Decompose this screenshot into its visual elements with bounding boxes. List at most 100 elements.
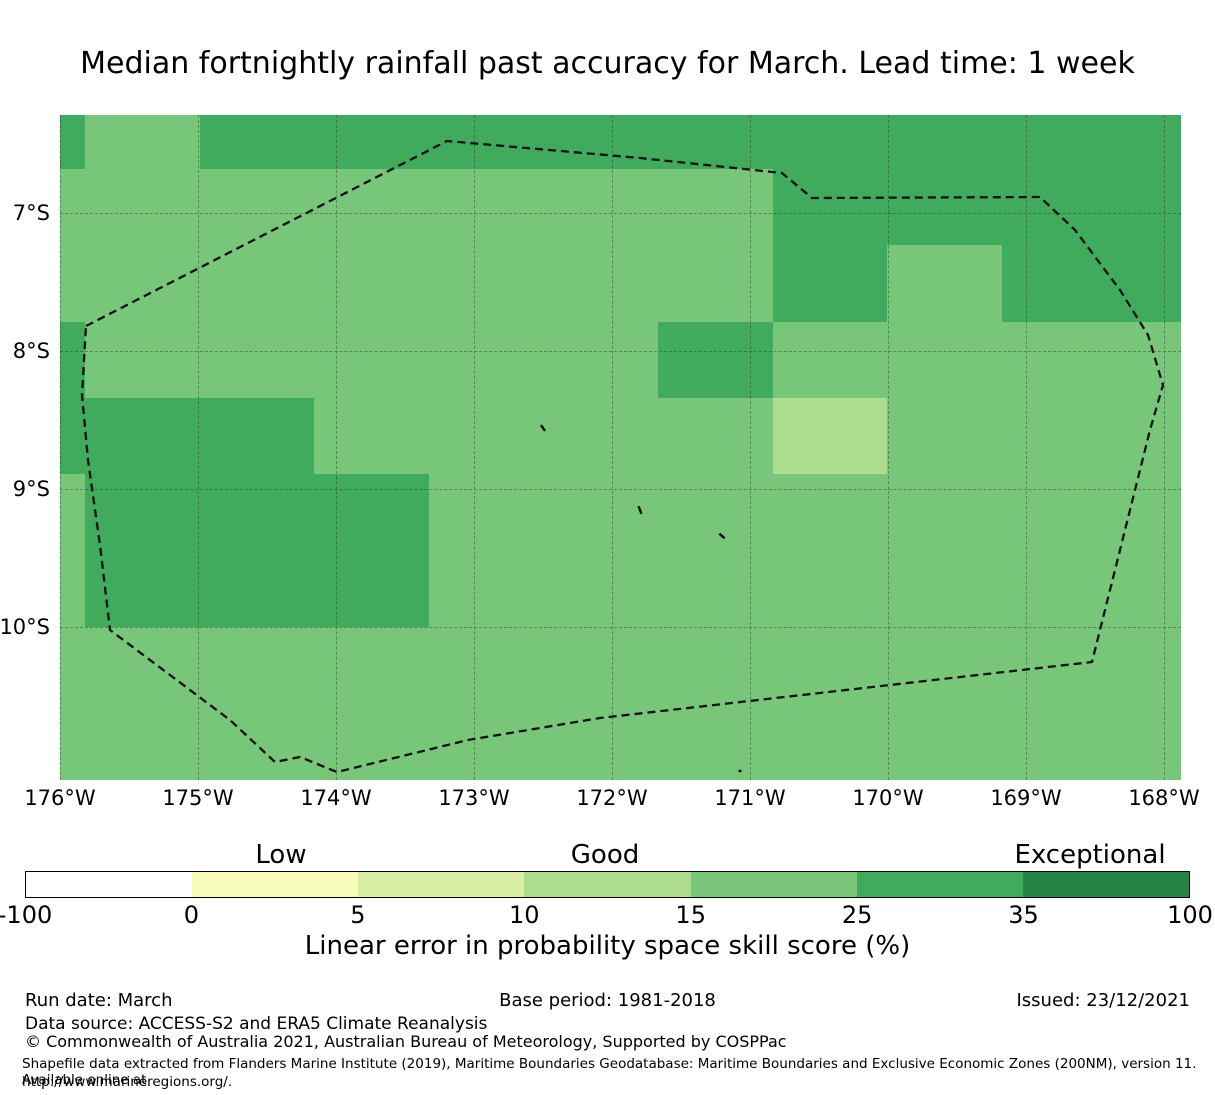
map-cell xyxy=(428,245,544,323)
map-cell xyxy=(1116,245,1182,323)
x-tick-label: 175°W xyxy=(162,786,234,810)
map-cell xyxy=(1116,703,1182,781)
map-cell xyxy=(772,398,888,475)
gridline-horizontal xyxy=(60,627,1181,628)
map-cell xyxy=(60,474,86,552)
gridline-vertical xyxy=(1164,115,1165,780)
map-cell xyxy=(428,321,544,399)
colorbar-tick-label: 10 xyxy=(509,901,540,929)
map-cell xyxy=(658,115,774,170)
map-cell xyxy=(1001,703,1117,781)
gridline-vertical xyxy=(474,115,475,780)
colorbar-segment xyxy=(690,872,857,897)
map-cell xyxy=(199,627,315,705)
x-tick-label: 173°W xyxy=(438,786,510,810)
map-cell xyxy=(658,398,774,475)
map-cell xyxy=(772,627,888,705)
colorbar-tick-label: 35 xyxy=(1008,901,1039,929)
map-cell xyxy=(85,321,201,399)
base-period-text: Base period: 1981-2018 xyxy=(499,990,716,1011)
map-cell xyxy=(428,627,544,705)
map-cell xyxy=(314,245,430,323)
y-tick-label: 10°S xyxy=(0,615,50,639)
shapefile-attribution-line1: Shapefile data extracted from Flanders M… xyxy=(22,1056,1197,1088)
map-cell xyxy=(1001,245,1117,323)
colorbar-tick-label: -100 xyxy=(0,901,53,929)
map-cell xyxy=(543,321,659,399)
map-cell xyxy=(1001,398,1117,475)
map-cell xyxy=(314,168,430,246)
x-tick-label: 169°W xyxy=(990,786,1062,810)
map-cell xyxy=(887,168,1003,246)
map-cell xyxy=(1116,627,1182,705)
map-cell xyxy=(887,398,1003,475)
map-cell xyxy=(85,703,201,781)
colorbar xyxy=(25,871,1190,898)
map-cell xyxy=(314,321,430,399)
map-cell xyxy=(658,627,774,705)
map-cell xyxy=(772,245,888,323)
map-cell xyxy=(772,550,888,628)
map-cell xyxy=(85,115,201,170)
map-cell xyxy=(199,321,315,399)
colorbar-segment xyxy=(26,872,193,897)
data-source-text: Data source: ACCESS-S2 and ERA5 Climate … xyxy=(25,1014,488,1034)
gridline-vertical xyxy=(198,115,199,780)
map-cell xyxy=(314,550,430,628)
map-cell xyxy=(772,115,888,170)
map-cell xyxy=(428,168,544,246)
map-cell xyxy=(1116,321,1182,399)
map-cell xyxy=(658,703,774,781)
map-cell xyxy=(1116,115,1182,170)
map-cell xyxy=(1116,168,1182,246)
map-cell xyxy=(1116,550,1182,628)
map-cell xyxy=(199,245,315,323)
map-cell xyxy=(658,321,774,399)
run-date-text: Run date: March xyxy=(25,990,173,1011)
map-cell xyxy=(199,168,315,246)
map-cell xyxy=(887,627,1003,705)
x-tick-label: 172°W xyxy=(576,786,648,810)
colorbar-tick-label: 15 xyxy=(675,901,706,929)
map-cell xyxy=(658,474,774,552)
gridline-horizontal xyxy=(60,489,1181,490)
map-cell xyxy=(772,703,888,781)
gridline-vertical xyxy=(750,115,751,780)
map-cell xyxy=(658,245,774,323)
colorbar-category-label: Exceptional xyxy=(1014,840,1166,870)
y-tick-label: 7°S xyxy=(12,201,50,225)
map-cell xyxy=(199,550,315,628)
map-cell xyxy=(428,115,544,170)
colorbar-tick-label: 100 xyxy=(1167,901,1213,929)
map-cell xyxy=(543,245,659,323)
page-title: Median fortnightly rainfall past accurac… xyxy=(80,46,1135,81)
map-cell xyxy=(887,245,1003,323)
map-cell xyxy=(887,115,1003,170)
gridline-horizontal xyxy=(60,351,1181,352)
x-tick-label: 170°W xyxy=(852,786,924,810)
colorbar-tick-label: 5 xyxy=(350,901,366,929)
colorbar-tick-label: 25 xyxy=(841,901,873,929)
gridline-vertical xyxy=(612,115,613,780)
gridline-vertical xyxy=(888,115,889,780)
y-tick-label: 9°S xyxy=(12,477,50,501)
map-cell xyxy=(60,168,86,246)
map-cell xyxy=(314,474,430,552)
map-cell xyxy=(60,115,86,170)
map-cell xyxy=(428,550,544,628)
map-cell xyxy=(658,550,774,628)
colorbar-tick-label: 0 xyxy=(183,901,200,929)
y-tick-label: 8°S xyxy=(12,339,50,363)
map-cell xyxy=(887,474,1003,552)
map-cell xyxy=(1001,321,1117,399)
colorbar-segment xyxy=(524,872,691,897)
map-cell xyxy=(428,398,544,475)
map-cell xyxy=(60,245,86,323)
gridline-horizontal xyxy=(60,213,1181,214)
map-cell xyxy=(199,115,315,170)
map-cell xyxy=(1001,168,1117,246)
x-tick-label: 171°W xyxy=(714,786,786,810)
map-cell xyxy=(543,550,659,628)
issued-date-text: Issued: 23/12/2021 xyxy=(1016,990,1190,1011)
